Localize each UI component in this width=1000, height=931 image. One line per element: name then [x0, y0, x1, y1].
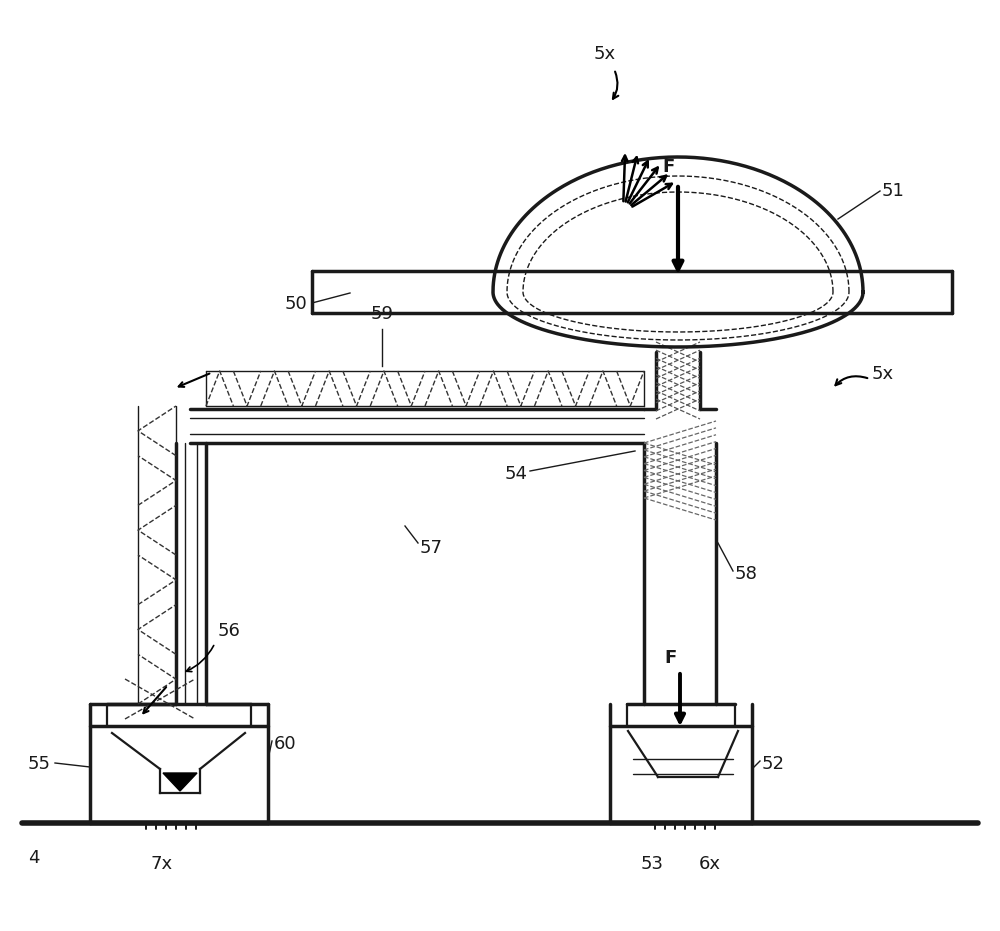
Text: 55: 55: [28, 755, 51, 773]
Text: 59: 59: [370, 305, 394, 323]
Text: 52: 52: [762, 755, 785, 773]
Text: 50: 50: [285, 295, 308, 313]
Text: 6x: 6x: [699, 855, 721, 873]
Text: 7x: 7x: [151, 855, 173, 873]
Text: 53: 53: [640, 855, 664, 873]
Text: 56: 56: [218, 622, 241, 640]
Polygon shape: [163, 773, 197, 791]
Text: 58: 58: [735, 565, 758, 583]
Text: F: F: [662, 158, 674, 176]
Text: 60: 60: [274, 735, 297, 753]
Text: 51: 51: [882, 182, 905, 200]
Text: 4: 4: [28, 849, 40, 867]
Text: F: F: [664, 649, 676, 667]
Text: 57: 57: [420, 539, 443, 557]
Text: 5x: 5x: [872, 365, 894, 383]
Text: 5x: 5x: [594, 45, 616, 63]
Text: 54: 54: [505, 465, 528, 483]
